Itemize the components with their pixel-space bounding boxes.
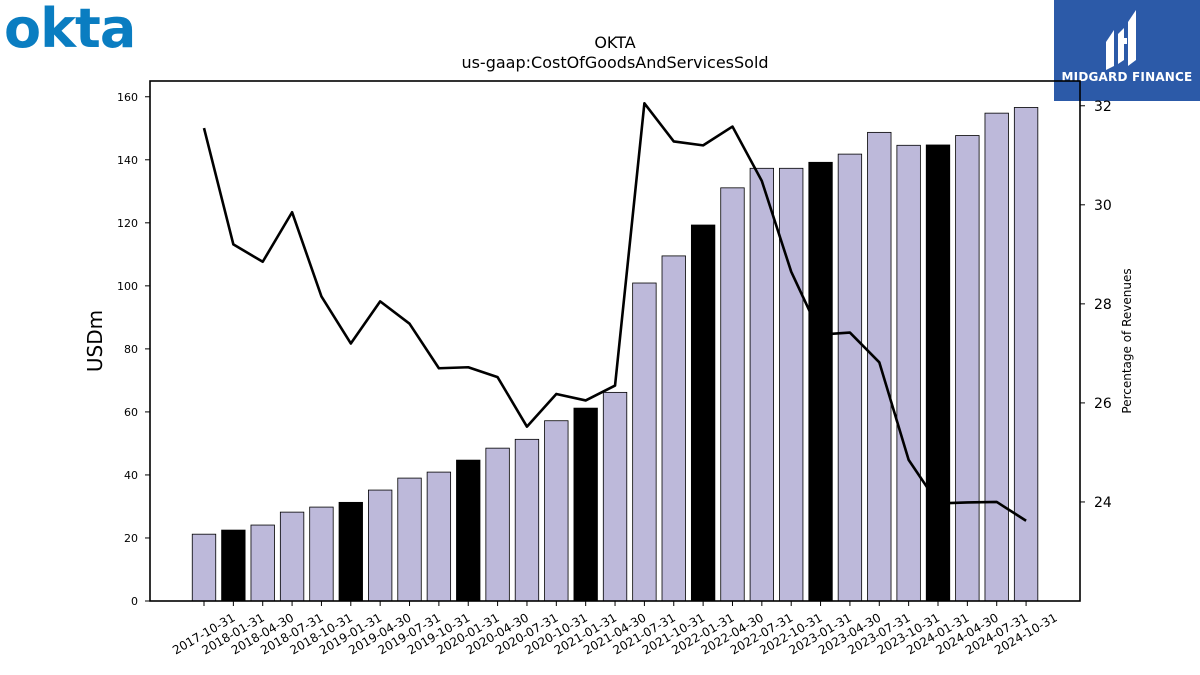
- x-tick-label: 2018-01-31: [199, 610, 266, 657]
- x-tick-label: 2018-07-31: [258, 610, 325, 657]
- x-tick-label: 2021-07-31: [610, 610, 677, 657]
- y2-tick-label: 24: [1094, 495, 1112, 511]
- bar: [720, 187, 745, 602]
- bar: [808, 161, 833, 602]
- plot-frame: [149, 80, 1081, 602]
- bar: [632, 282, 657, 602]
- y-axis-right: 24 26 28 30 32: [1080, 99, 1112, 511]
- bar-series: [191, 107, 1039, 602]
- x-axis: 2017-10-312018-01-312018-04-302018-07-31…: [170, 601, 1060, 657]
- x-tick-label: 2024-04-30: [933, 610, 1000, 657]
- bar: [779, 167, 804, 602]
- y-axis-label: USDm: [83, 310, 107, 372]
- x-tick-label: 2021-04-30: [581, 610, 648, 657]
- x-tick-label: 2020-07-31: [493, 610, 560, 657]
- y-tick-label: 160: [117, 91, 138, 104]
- bar: [602, 391, 628, 602]
- bar: [279, 511, 305, 602]
- bar: [544, 420, 569, 602]
- y-tick-label: 40: [124, 469, 138, 482]
- bar: [690, 224, 716, 602]
- x-tick-label: 2020-01-31: [434, 610, 501, 657]
- bar: [485, 447, 510, 602]
- x-tick-label: 2022-07-31: [728, 610, 795, 657]
- y-tick-label: 0: [131, 595, 138, 608]
- line-series: [202, 101, 1027, 522]
- midgard-logo-mark: [1054, 0, 1200, 101]
- x-tick-label: 2018-10-31: [288, 610, 355, 657]
- x-tick-label: 2019-10-31: [405, 610, 472, 657]
- x-tick-label: 2019-07-31: [376, 610, 443, 657]
- midgard-emblem-icon: [1106, 10, 1136, 70]
- x-tick-label: 2023-07-31: [845, 610, 912, 657]
- y-tick-label: 120: [117, 217, 138, 230]
- bar: [368, 489, 393, 602]
- x-tick-label: 2021-10-31: [640, 610, 707, 657]
- bar: [456, 459, 481, 602]
- x-tick-label: 2019-01-31: [317, 610, 384, 657]
- bar: [984, 112, 1009, 602]
- bar: [191, 533, 217, 602]
- y-tick-label: 140: [117, 154, 138, 167]
- x-tick-label: 2023-01-31: [787, 610, 854, 657]
- bar: [426, 471, 452, 602]
- percentage-line: [202, 101, 1027, 522]
- bar: [514, 438, 540, 602]
- bar: [749, 167, 774, 602]
- bar: [338, 501, 363, 602]
- chart-subtitle: us-gaap:CostOfGoodsAndServicesSold: [461, 53, 768, 72]
- bar: [837, 153, 863, 602]
- x-tick-label: 2024-07-31: [963, 610, 1030, 657]
- x-tick-label: 2022-01-31: [669, 610, 736, 657]
- bar: [573, 407, 598, 602]
- x-tick-label: 2018-04-30: [229, 610, 296, 657]
- y2-tick-label: 28: [1094, 297, 1112, 313]
- x-tick-label: 2022-04-30: [699, 610, 766, 657]
- x-tick-label: 2020-04-30: [464, 610, 531, 657]
- bar: [867, 131, 892, 602]
- x-tick-label: 2019-04-30: [346, 610, 413, 657]
- x-tick-label: 2017-10-31: [170, 610, 237, 657]
- bar: [661, 255, 686, 602]
- midgard-logo-text: MIDGARD FINANCE: [1061, 70, 1193, 84]
- y2-tick-label: 30: [1094, 198, 1112, 214]
- x-tick-label: 2023-10-31: [875, 610, 942, 657]
- x-tick-label: 2021-01-31: [552, 610, 619, 657]
- bar: [925, 144, 951, 602]
- y-tick-label: 60: [124, 406, 138, 419]
- bar: [221, 529, 246, 602]
- bar: [309, 506, 334, 602]
- bar: [955, 135, 980, 602]
- chart-title: OKTA: [594, 33, 635, 52]
- y2-tick-label: 26: [1094, 396, 1112, 412]
- x-tick-label: 2020-10-31: [522, 610, 589, 657]
- bar: [250, 524, 275, 602]
- y-tick-label: 80: [124, 343, 138, 356]
- y2-tick-label: 32: [1094, 99, 1112, 115]
- y-tick-label: 100: [117, 280, 138, 293]
- x-tick-label: 2023-04-30: [816, 610, 883, 657]
- x-tick-label: 2022-10-31: [757, 610, 824, 657]
- y2-axis-label: Percentage of Revenues: [1120, 268, 1134, 413]
- x-tick-label: 2024-01-31: [904, 610, 971, 657]
- okta-logo-text: okta: [4, 0, 136, 60]
- okta-logo: okta: [4, 2, 136, 56]
- bar: [1013, 107, 1039, 602]
- bar: [397, 477, 422, 602]
- midgard-logo-background: [1054, 0, 1200, 101]
- midgard-finance-logo: MIDGARD FINANCE: [1054, 0, 1200, 101]
- y-tick-label: 20: [124, 532, 138, 545]
- bar: [896, 144, 921, 602]
- y-axis-left: 0 20 40 60 80 100 120 140 160: [117, 91, 150, 608]
- x-tick-label: 2024-10-31: [992, 610, 1059, 657]
